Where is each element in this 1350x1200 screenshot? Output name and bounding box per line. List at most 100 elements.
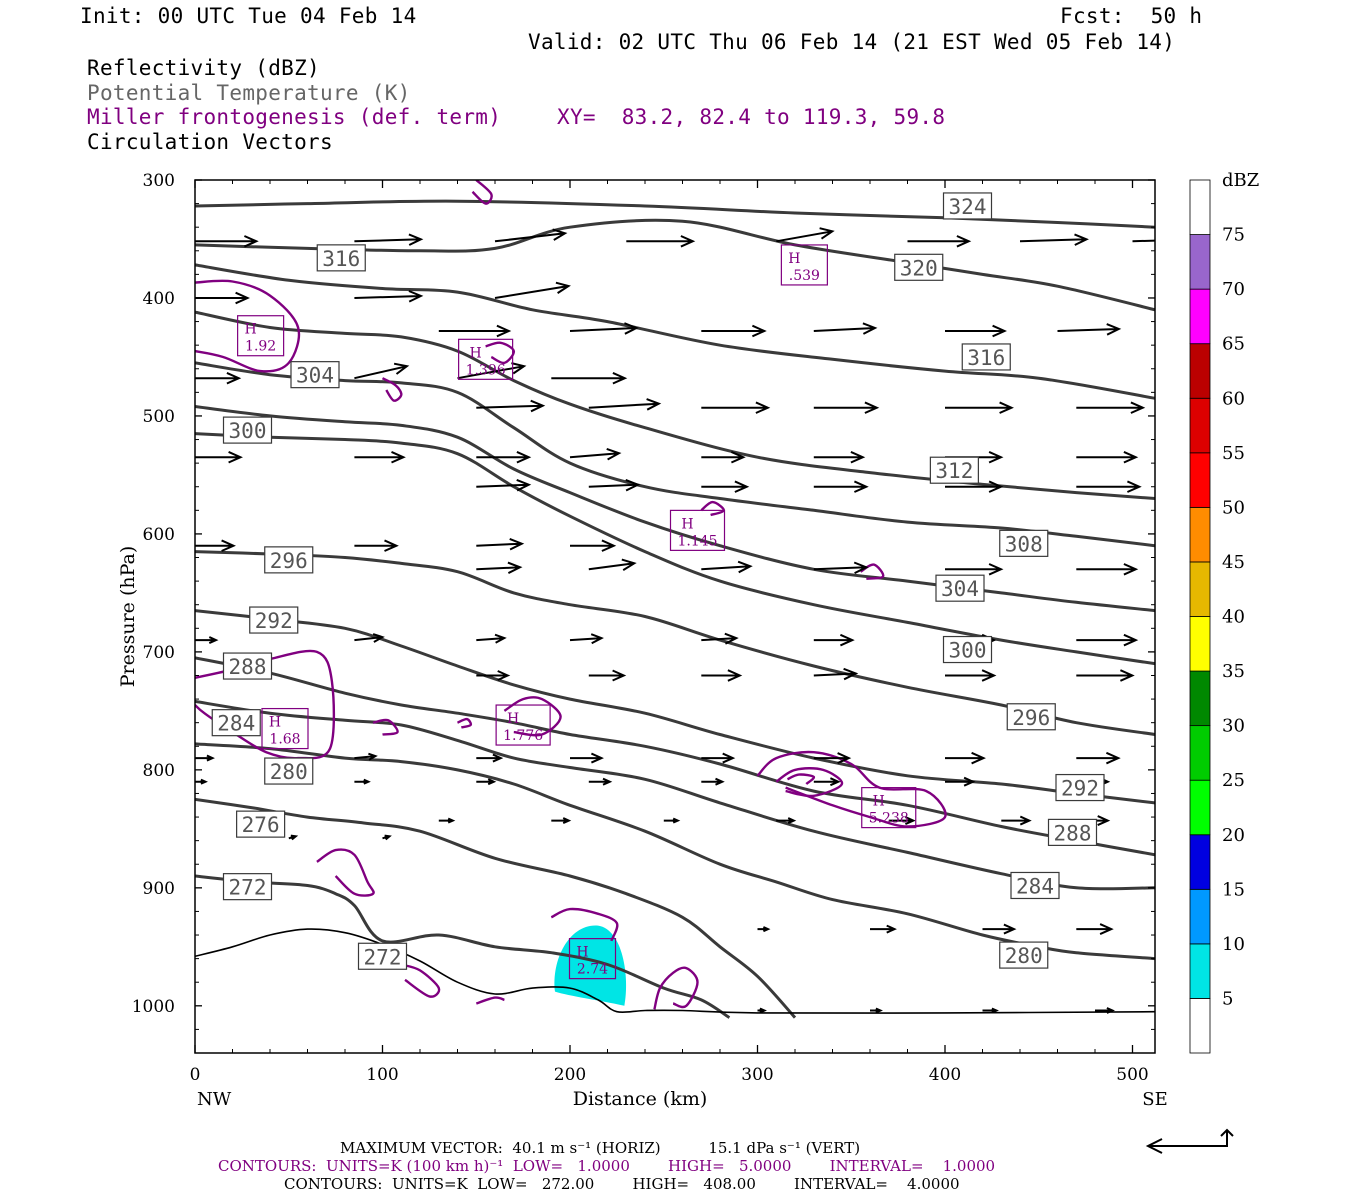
- theta-contour-320: [195, 218, 1155, 312]
- colorbar-tick-label: 10: [1222, 934, 1245, 955]
- frontogenesis-max-marker: H: [576, 945, 588, 961]
- theta-label-box: [942, 635, 993, 664]
- circulation-vector: [438, 324, 512, 338]
- theta-label-box: [1047, 818, 1098, 846]
- circulation-vector: [1076, 751, 1121, 765]
- circulation-vector: [438, 817, 456, 824]
- colorbar-segment: [1189, 670, 1211, 727]
- circulation-vector: [1076, 401, 1146, 414]
- frontogenesis-max-marker: H: [681, 516, 693, 532]
- circulation-vector: [1076, 923, 1114, 936]
- theta-contour-296: [195, 550, 1155, 736]
- x-tick-label: 0: [190, 1065, 201, 1085]
- circulation-vector: [1057, 323, 1122, 336]
- reflectivity-cell: [554, 925, 627, 1006]
- theta-label-box: [1006, 703, 1056, 731]
- theta-label-box: [211, 709, 261, 737]
- frontogenesis-contour: [700, 500, 725, 517]
- circulation-vector: [588, 478, 641, 492]
- circulation-vector: [494, 281, 571, 299]
- circulation-vector: [813, 633, 855, 647]
- theta-label: 292: [1061, 777, 1099, 801]
- circulation-vector: [1076, 563, 1139, 576]
- circulation-vector: [476, 670, 511, 681]
- colorbar-segment: [1189, 888, 1211, 945]
- colorbar-segment: [1189, 179, 1211, 235]
- theta-label-box: [249, 606, 299, 634]
- x-tick-label: 500: [1116, 1065, 1148, 1085]
- circulation-vector: [476, 399, 546, 413]
- circulation-vector: [701, 777, 725, 786]
- circulation-vector: [907, 235, 972, 248]
- circulation-vector: [288, 834, 299, 841]
- frontogenesis-max-box: [261, 707, 309, 750]
- theta-label: 316: [967, 346, 1005, 370]
- colorbar-segment: [1189, 998, 1211, 1054]
- circulation-vector: [813, 561, 869, 574]
- circulation-vector: [945, 669, 997, 682]
- theta-label-box: [999, 941, 1049, 969]
- theta-label: 304: [941, 577, 979, 601]
- colorbar-segment: [1189, 288, 1211, 345]
- circulation-vector: [476, 537, 525, 551]
- frontogenesis-contour: [457, 717, 473, 729]
- theta-contour-280: [195, 742, 1155, 961]
- max-vector-note: MAXIMUM VECTOR: 40.1 m s⁻¹ (HORIZ) 15.1 …: [340, 1139, 861, 1157]
- x-axis-label: Distance (km): [573, 1088, 708, 1110]
- y-tick-label: 600: [143, 525, 175, 545]
- frontogenesis-max-value: .539: [789, 268, 820, 284]
- y-tick-label: 700: [143, 643, 175, 663]
- theta-label: 324: [949, 195, 987, 219]
- frontogenesis-contour: [786, 773, 816, 785]
- frontogenesis-contour: [653, 966, 699, 1010]
- colorbar-segment: [1189, 779, 1211, 836]
- circulation-vector: [701, 632, 739, 645]
- circulation-vector: [813, 777, 841, 787]
- colorbar-segment: [1189, 616, 1211, 672]
- frontogenesis-max-marker: H: [269, 715, 281, 731]
- frontogenesis-max-box: [495, 704, 551, 746]
- theta-label-box: [1010, 871, 1060, 900]
- circulation-vector: [870, 1007, 883, 1014]
- frontogenesis-contour: [195, 279, 301, 373]
- x-end-label-se: SE: [1142, 1089, 1167, 1110]
- circulation-vector: [195, 450, 243, 464]
- forecast-hour: Fcst: 50 h: [1060, 4, 1203, 28]
- field-label-reflectivity: Reflectivity (dBZ): [87, 56, 320, 80]
- theta-contour-276: [195, 797, 797, 1019]
- frontogenesis-max-box: [237, 315, 285, 357]
- circulation-vector: [626, 235, 696, 248]
- circulation-vector: [570, 539, 617, 552]
- circulation-vector: [476, 561, 523, 574]
- theta-label: 292: [255, 609, 293, 633]
- theta-contour-312: [195, 310, 1155, 500]
- x-tick-label: 200: [554, 1065, 586, 1085]
- circulation-vector: [551, 371, 628, 385]
- circulation-vector: [354, 290, 424, 303]
- colorbar-tick-label: 45: [1222, 552, 1245, 573]
- circulation-vector: [757, 1007, 767, 1014]
- circulation-vector: [776, 817, 797, 825]
- frontogenesis-contour: [475, 996, 505, 1005]
- theta-label: 284: [1016, 874, 1054, 898]
- circulation-vector: [494, 228, 568, 243]
- y-tick-label: 900: [143, 879, 175, 899]
- y-tick-label: 300: [143, 171, 175, 191]
- plot-frame: [194, 179, 1156, 1054]
- circulation-vector: [701, 450, 746, 464]
- colorbar-tick-label: 75: [1222, 225, 1245, 246]
- frontogenesis-contour: [756, 750, 947, 828]
- circulation-vector: [195, 291, 250, 305]
- frontogenesis-max-box: [780, 244, 828, 286]
- circulation-vector: [701, 324, 767, 338]
- terrain-line: [195, 928, 1155, 1014]
- theta-label: 288: [229, 655, 267, 679]
- theta-contour-288: [195, 656, 1155, 857]
- circulation-vector: [813, 480, 869, 493]
- colorbar-segment: [1189, 397, 1211, 454]
- frontogenesis-contour: [372, 718, 399, 736]
- circulation-vector: [945, 751, 986, 765]
- circulation-vector: [1095, 1007, 1115, 1014]
